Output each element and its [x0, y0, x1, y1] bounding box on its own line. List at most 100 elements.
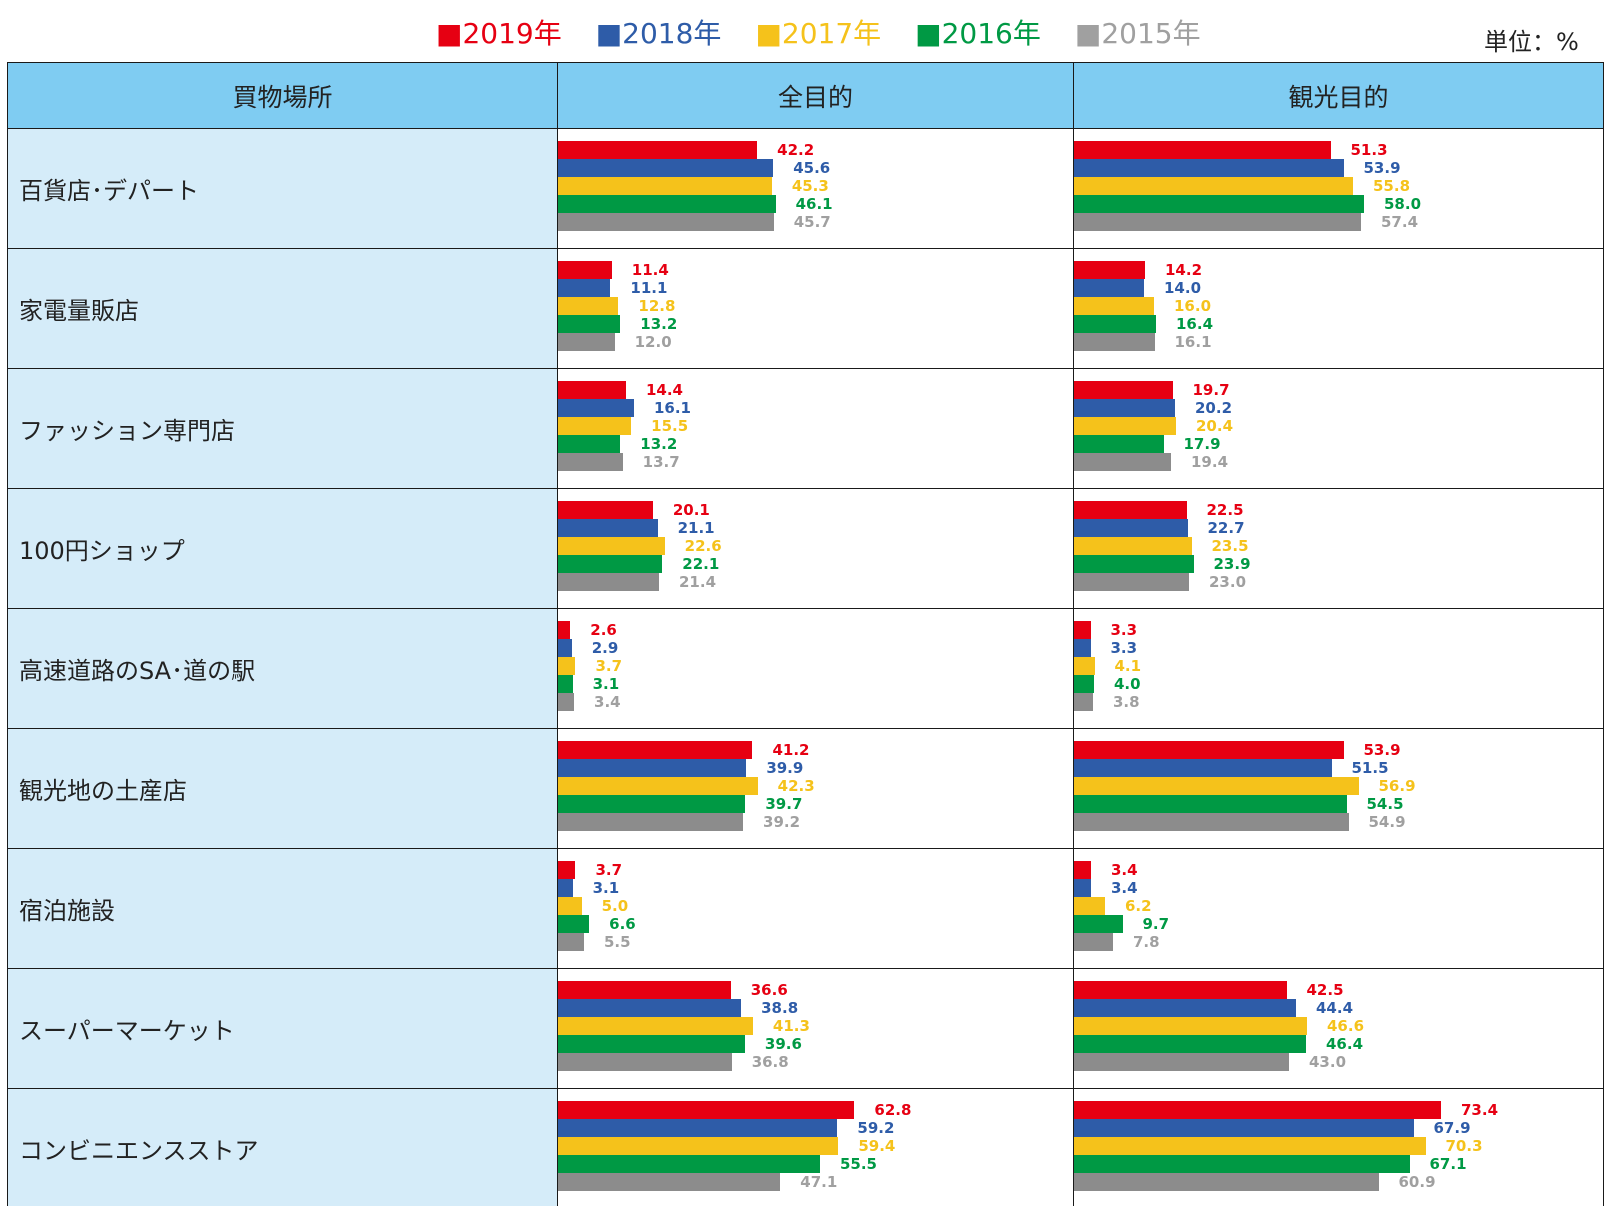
- sightseeing-bars: 22.5 22.7 23.5 23.9 23.0: [1073, 488, 1604, 609]
- sightseeing-bars: 42.5 44.4 46.6 46.4 43.0: [1073, 968, 1604, 1089]
- bar-2018年: [1074, 519, 1188, 537]
- bar-2016年: [558, 195, 776, 213]
- bar-group: 42.2 45.6 45.3 46.1 45.7: [558, 129, 1073, 248]
- bar-value-label: 56.9: [1378, 777, 1416, 795]
- bar-2015年: [1074, 333, 1155, 351]
- bar-2019年: [558, 381, 626, 399]
- bar-2016年: [1074, 915, 1123, 933]
- bar-value-label: 3.1: [592, 879, 620, 897]
- bar-2015年: [1074, 1173, 1379, 1191]
- sightseeing-bars: 3.4 3.4 6.2 9.7 7.8: [1073, 848, 1604, 969]
- bar-value-label: 4.0: [1114, 675, 1141, 693]
- bar-value-label: 16.0: [1174, 297, 1212, 315]
- bar-2017年: [558, 177, 772, 195]
- place-name: スーパーマーケット: [7, 968, 558, 1089]
- table-row: 100円ショップ 20.1 21.1 22.6 22.1 21.4 22.5 22.7 23.5…: [7, 488, 1604, 609]
- bar-value-label: 54.5: [1366, 795, 1404, 813]
- bar-2017年: [558, 537, 665, 555]
- bar-value-label: 53.9: [1363, 741, 1401, 759]
- bar-value-label: 44.4: [1316, 999, 1354, 1017]
- bar-group: 3.4 3.4 6.2 9.7 7.8: [1074, 849, 1603, 968]
- all-purpose-bars: 2.6 2.9 3.7 3.1 3.4: [557, 608, 1074, 729]
- bar-2015年: [558, 1173, 781, 1191]
- bar-value-label: 14.4: [645, 381, 683, 399]
- bar-value-label: 42.5: [1306, 981, 1344, 999]
- place-name: ファッション専門店: [7, 368, 558, 489]
- table-row: 宿泊施設 3.7 3.1 5.0 6.6 5.5 3.4 3.4 6.2 9.7 7.8: [7, 848, 1604, 969]
- bar-2015年: [558, 453, 623, 471]
- bar-value-label: 13.2: [640, 435, 678, 453]
- bar-value-label: 3.1: [592, 675, 620, 693]
- bar-group: 19.7 20.2 20.4 17.9 19.4: [1074, 369, 1603, 488]
- bar-2018年: [558, 759, 747, 777]
- bar-value-label: 58.0: [1384, 195, 1422, 213]
- bar-2019年: [1074, 501, 1187, 519]
- bar-2016年: [1074, 795, 1347, 813]
- place-name: 高速道路のSA･道の駅: [7, 608, 558, 729]
- bar-2015年: [1074, 1053, 1289, 1071]
- legend-item: ■2018年: [595, 17, 722, 50]
- bar-value-label: 38.8: [761, 999, 799, 1017]
- bar-2019年: [1074, 861, 1091, 879]
- all-purpose-bars: 20.1 21.1 22.6 22.1 21.4: [557, 488, 1074, 609]
- bar-value-label: 36.8: [751, 1053, 789, 1071]
- bar-2016年: [1074, 435, 1164, 453]
- header-row: 買物場所 全目的 観光目的: [7, 62, 1604, 129]
- bar-value-label: 23.9: [1213, 555, 1251, 573]
- bar-2016年: [1074, 555, 1194, 573]
- bar-value-label: 14.0: [1164, 279, 1202, 297]
- bar-value-label: 3.7: [595, 861, 623, 879]
- header-place: 買物場所: [7, 62, 558, 129]
- bar-value-label: 2.6: [590, 621, 617, 639]
- bar-value-label: 67.9: [1433, 1119, 1471, 1137]
- bar-2015年: [558, 813, 744, 831]
- place-name: 百貨店･デパート: [7, 128, 558, 249]
- bar-group: 20.1 21.1 22.6 22.1 21.4: [558, 489, 1073, 608]
- place-name: 宿泊施設: [7, 848, 558, 969]
- sightseeing-bars: 73.4 67.9 70.3 67.1 60.9: [1073, 1088, 1604, 1206]
- bar-value-label: 14.2: [1165, 261, 1203, 279]
- header-all-purpose: 全目的: [557, 62, 1074, 129]
- bar-2017年: [1074, 1137, 1426, 1155]
- bar-2017年: [558, 897, 582, 915]
- bar-value-label: 23.5: [1211, 537, 1249, 555]
- bar-value-label: 20.4: [1196, 417, 1234, 435]
- bar-2017年: [1074, 177, 1353, 195]
- place-name: 100円ショップ: [7, 488, 558, 609]
- place-name: 観光地の土産店: [7, 728, 558, 849]
- bar-value-label: 41.2: [772, 741, 810, 759]
- unit-label: 単位：%: [1484, 28, 1579, 56]
- bar-2018年: [1074, 159, 1344, 177]
- table-row: ファッション専門店 14.4 16.1 15.5 13.2 13.7 19.7 20.2 20.…: [7, 368, 1604, 489]
- bar-value-label: 22.1: [682, 555, 720, 573]
- bar-value-label: 9.7: [1142, 915, 1170, 933]
- bar-value-label: 12.0: [634, 333, 672, 351]
- bar-value-label: 39.2: [763, 813, 801, 831]
- bar-2017年: [558, 1017, 753, 1035]
- bar-2018年: [558, 519, 658, 537]
- bar-value-label: 36.6: [750, 981, 788, 999]
- bar-2016年: [1074, 195, 1364, 213]
- bar-2018年: [1074, 399, 1175, 417]
- bar-value-label: 7.8: [1133, 933, 1160, 951]
- bar-2017年: [1074, 657, 1095, 675]
- bar-2016年: [558, 915, 590, 933]
- bar-value-label: 21.4: [679, 573, 717, 591]
- bar-value-label: 11.1: [630, 279, 668, 297]
- bar-2019年: [558, 741, 753, 759]
- sightseeing-bars: 51.3 53.9 55.8 58.0 57.4: [1073, 128, 1604, 249]
- bar-group: 2.6 2.9 3.7 3.1 3.4: [558, 609, 1073, 728]
- table-row: 高速道路のSA･道の駅 2.6 2.9 3.7 3.1 3.4 3.3 3.3 4.1 4.0 3.…: [7, 608, 1604, 729]
- bar-value-label: 21.1: [677, 519, 715, 537]
- bar-group: 62.8 59.2 59.4 55.5 47.1: [558, 1089, 1073, 1206]
- bar-group: 3.7 3.1 5.0 6.6 5.5: [558, 849, 1073, 968]
- bar-2018年: [558, 159, 774, 177]
- bar-value-label: 23.0: [1209, 573, 1247, 591]
- bar-value-label: 60.9: [1398, 1173, 1436, 1191]
- all-purpose-bars: 11.4 11.1 12.8 13.2 12.0: [557, 248, 1074, 369]
- bar-value-label: 39.6: [764, 1035, 802, 1053]
- bar-value-label: 6.2: [1125, 897, 1152, 915]
- bar-value-label: 3.7: [595, 657, 623, 675]
- bar-2018年: [558, 399, 634, 417]
- bar-2015年: [558, 213, 774, 231]
